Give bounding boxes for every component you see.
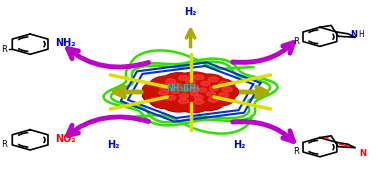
- Circle shape: [187, 79, 216, 93]
- Circle shape: [159, 84, 169, 89]
- Circle shape: [193, 89, 221, 103]
- Circle shape: [194, 99, 204, 104]
- Circle shape: [160, 81, 188, 95]
- Circle shape: [151, 93, 182, 108]
- Circle shape: [218, 93, 229, 98]
- Circle shape: [166, 79, 176, 84]
- Circle shape: [208, 97, 218, 102]
- Circle shape: [144, 87, 175, 103]
- Text: H₂: H₂: [184, 7, 197, 17]
- Circle shape: [169, 86, 195, 98]
- Text: R: R: [1, 45, 7, 54]
- Circle shape: [203, 91, 234, 106]
- Circle shape: [186, 80, 195, 85]
- Circle shape: [179, 94, 188, 98]
- Circle shape: [172, 78, 200, 92]
- Circle shape: [179, 97, 210, 112]
- Circle shape: [150, 93, 181, 109]
- Circle shape: [159, 90, 169, 95]
- Circle shape: [178, 89, 203, 102]
- Circle shape: [209, 86, 218, 91]
- Text: R: R: [293, 37, 299, 46]
- Circle shape: [166, 91, 194, 105]
- Circle shape: [186, 86, 212, 98]
- Circle shape: [177, 90, 203, 102]
- Text: R: R: [1, 140, 7, 149]
- Circle shape: [206, 85, 238, 100]
- Circle shape: [178, 82, 203, 95]
- Circle shape: [144, 81, 175, 97]
- Circle shape: [203, 79, 234, 95]
- Circle shape: [178, 75, 189, 80]
- Circle shape: [207, 84, 239, 100]
- Text: H₂: H₂: [107, 140, 120, 150]
- Circle shape: [177, 85, 204, 99]
- Circle shape: [194, 95, 203, 99]
- Circle shape: [178, 99, 189, 104]
- Circle shape: [206, 92, 215, 96]
- Circle shape: [203, 90, 235, 105]
- Circle shape: [218, 81, 229, 86]
- Circle shape: [203, 79, 235, 94]
- Circle shape: [143, 82, 174, 97]
- Circle shape: [177, 83, 203, 95]
- Circle shape: [163, 73, 195, 88]
- Circle shape: [163, 96, 194, 112]
- Circle shape: [166, 95, 176, 100]
- Circle shape: [186, 86, 211, 99]
- Circle shape: [186, 79, 215, 93]
- Circle shape: [181, 88, 189, 92]
- Circle shape: [193, 74, 225, 90]
- Circle shape: [171, 89, 180, 93]
- Circle shape: [156, 87, 185, 101]
- Circle shape: [193, 94, 225, 110]
- Circle shape: [164, 92, 193, 106]
- Circle shape: [143, 88, 174, 103]
- Circle shape: [190, 85, 198, 89]
- Circle shape: [159, 81, 188, 95]
- Circle shape: [190, 88, 199, 92]
- Circle shape: [190, 91, 198, 95]
- Circle shape: [192, 75, 224, 90]
- Circle shape: [192, 95, 224, 111]
- Circle shape: [195, 84, 223, 98]
- Circle shape: [222, 87, 232, 92]
- Circle shape: [192, 90, 221, 104]
- Circle shape: [199, 88, 207, 92]
- Circle shape: [163, 73, 194, 89]
- Text: N: N: [359, 149, 366, 158]
- Circle shape: [176, 86, 203, 99]
- Circle shape: [178, 97, 210, 113]
- Text: N: N: [350, 30, 357, 39]
- Circle shape: [174, 83, 183, 88]
- Circle shape: [179, 93, 208, 107]
- Circle shape: [208, 77, 218, 82]
- Text: NH₃BH₃: NH₃BH₃: [166, 84, 200, 93]
- Circle shape: [194, 75, 204, 80]
- Circle shape: [179, 72, 210, 87]
- Circle shape: [150, 77, 181, 92]
- Text: H₂: H₂: [233, 140, 245, 150]
- Circle shape: [201, 81, 210, 86]
- Circle shape: [180, 92, 209, 106]
- Text: NO₂: NO₂: [55, 134, 76, 144]
- Circle shape: [151, 76, 182, 91]
- Text: R: R: [293, 148, 299, 156]
- Circle shape: [195, 84, 224, 98]
- Circle shape: [172, 78, 201, 92]
- Text: NH₂: NH₂: [55, 38, 76, 48]
- Circle shape: [157, 86, 186, 100]
- Circle shape: [168, 86, 194, 99]
- Text: H: H: [358, 30, 364, 39]
- Circle shape: [163, 96, 195, 111]
- Circle shape: [178, 72, 210, 88]
